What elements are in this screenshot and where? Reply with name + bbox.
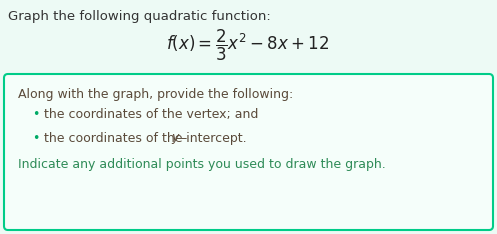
Text: the coordinates of the: the coordinates of the bbox=[44, 132, 186, 145]
Text: •: • bbox=[32, 132, 39, 145]
Text: the coordinates of the vertex; and: the coordinates of the vertex; and bbox=[44, 108, 258, 121]
Text: Indicate any additional points you used to draw the graph.: Indicate any additional points you used … bbox=[18, 158, 386, 171]
Text: –intercept.: –intercept. bbox=[180, 132, 247, 145]
Text: •: • bbox=[32, 108, 39, 121]
Text: Graph the following quadratic function:: Graph the following quadratic function: bbox=[8, 10, 271, 23]
FancyBboxPatch shape bbox=[4, 74, 493, 230]
Text: $\mathit{f}(x)=\dfrac{2}{3}x^{2}-8x+12$: $\mathit{f}(x)=\dfrac{2}{3}x^{2}-8x+12$ bbox=[166, 28, 330, 63]
Text: $y$: $y$ bbox=[171, 132, 181, 146]
Text: Along with the graph, provide the following:: Along with the graph, provide the follow… bbox=[18, 88, 293, 101]
